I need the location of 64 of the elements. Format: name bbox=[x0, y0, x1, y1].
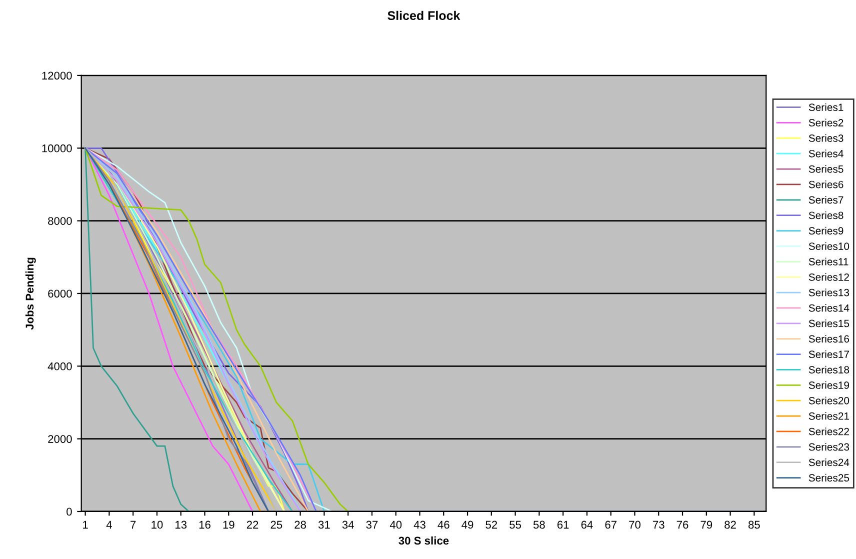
x-tick-label: 79 bbox=[700, 520, 712, 529]
x-tick-label: 70 bbox=[629, 520, 640, 529]
x-tick-label: 28 bbox=[294, 520, 306, 529]
x-tick-label: 4 bbox=[106, 520, 112, 529]
y-tick-label: 0 bbox=[66, 508, 72, 516]
legend-label: Series4 bbox=[808, 150, 844, 158]
legend-label: Series15 bbox=[808, 320, 850, 328]
x-tick-label: 46 bbox=[438, 520, 450, 529]
x-tick-label: 58 bbox=[533, 520, 545, 529]
legend-label: Series7 bbox=[808, 196, 844, 204]
x-tick-label: 82 bbox=[724, 520, 736, 529]
x-tick-label: 34 bbox=[342, 520, 354, 529]
x-tick-label: 61 bbox=[557, 520, 569, 529]
y-tick-label: 10000 bbox=[42, 144, 72, 152]
x-tick-label: 40 bbox=[390, 520, 402, 529]
legend-label: Series21 bbox=[808, 412, 849, 420]
legend-label: Series1 bbox=[808, 103, 844, 111]
x-axis-title: 30 S slice bbox=[398, 536, 449, 545]
legend-label: Series22 bbox=[808, 428, 849, 436]
legend-label: Series10 bbox=[808, 242, 850, 250]
x-tick-label: 64 bbox=[581, 520, 593, 529]
legend-label: Series16 bbox=[808, 334, 850, 343]
x-tick-label: 52 bbox=[486, 520, 498, 529]
x-tick-label: 85 bbox=[748, 520, 760, 529]
x-tick-label: 22 bbox=[246, 520, 258, 529]
legend-label: Series17 bbox=[808, 350, 849, 358]
x-tick-label: 7 bbox=[130, 520, 136, 529]
y-tick-label: 8000 bbox=[48, 217, 72, 225]
x-tick-label: 10 bbox=[152, 520, 163, 529]
y-tick-label: 12000 bbox=[42, 72, 72, 80]
legend-label: Series12 bbox=[808, 273, 849, 281]
x-tick-label: 1 bbox=[83, 520, 88, 529]
y-tick-label: 4000 bbox=[48, 362, 72, 370]
x-tick-label: 67 bbox=[605, 520, 616, 529]
legend-label: Series3 bbox=[808, 134, 844, 142]
legend-label: Series23 bbox=[808, 443, 850, 451]
legend-label: Series25 bbox=[808, 474, 850, 482]
x-tick-label: 76 bbox=[676, 520, 688, 529]
y-tick-label: 6000 bbox=[48, 290, 72, 298]
x-tick-label: 31 bbox=[318, 520, 330, 529]
legend-label: Series20 bbox=[808, 396, 850, 404]
legend-label: Series13 bbox=[808, 288, 850, 296]
legend-label: Series6 bbox=[808, 180, 844, 188]
x-tick-label: 55 bbox=[510, 520, 522, 529]
x-tick-label: 49 bbox=[462, 520, 474, 529]
chart-title: Sliced Flock bbox=[388, 10, 460, 20]
legend-label: Series14 bbox=[808, 304, 850, 312]
x-tick-label: 19 bbox=[223, 520, 234, 529]
legend-label: Series24 bbox=[808, 458, 850, 466]
legend-label: Series8 bbox=[808, 211, 844, 220]
y-tick-label: 2000 bbox=[48, 435, 72, 443]
legend-label: Series2 bbox=[808, 118, 844, 126]
legend-label: Series5 bbox=[808, 165, 844, 173]
x-tick-label: 73 bbox=[653, 520, 664, 529]
x-tick-label: 16 bbox=[199, 520, 210, 529]
legend-label: Series11 bbox=[808, 258, 848, 266]
x-tick-label: 13 bbox=[176, 520, 187, 529]
y-axis-title: Jobs Pending bbox=[25, 258, 36, 330]
legend-label: Series18 bbox=[808, 366, 850, 374]
legend-label: Series9 bbox=[808, 226, 844, 235]
x-tick-label: 37 bbox=[366, 520, 378, 529]
x-tick-label: 25 bbox=[270, 520, 282, 529]
x-tick-label: 43 bbox=[414, 520, 426, 529]
legend-label: Series19 bbox=[808, 381, 850, 389]
